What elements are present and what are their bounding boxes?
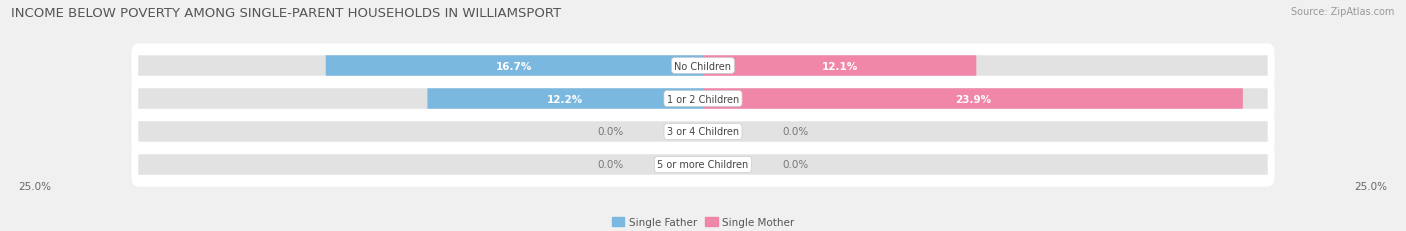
- Text: 12.1%: 12.1%: [821, 61, 858, 71]
- FancyBboxPatch shape: [427, 89, 703, 109]
- FancyBboxPatch shape: [138, 56, 1268, 76]
- Text: INCOME BELOW POVERTY AMONG SINGLE-PARENT HOUSEHOLDS IN WILLIAMSPORT: INCOME BELOW POVERTY AMONG SINGLE-PARENT…: [11, 7, 561, 20]
- FancyBboxPatch shape: [326, 56, 703, 76]
- FancyBboxPatch shape: [138, 122, 1268, 142]
- Legend: Single Father, Single Mother: Single Father, Single Mother: [607, 213, 799, 231]
- Text: 25.0%: 25.0%: [18, 181, 52, 191]
- FancyBboxPatch shape: [138, 155, 1268, 175]
- Text: 16.7%: 16.7%: [496, 61, 533, 71]
- Text: 1 or 2 Children: 1 or 2 Children: [666, 94, 740, 104]
- Text: No Children: No Children: [675, 61, 731, 71]
- FancyBboxPatch shape: [138, 89, 1268, 109]
- FancyBboxPatch shape: [132, 44, 1274, 88]
- Text: Source: ZipAtlas.com: Source: ZipAtlas.com: [1291, 7, 1395, 17]
- FancyBboxPatch shape: [132, 77, 1274, 121]
- Text: 3 or 4 Children: 3 or 4 Children: [666, 127, 740, 137]
- Text: 0.0%: 0.0%: [782, 127, 808, 137]
- Text: 0.0%: 0.0%: [598, 160, 624, 170]
- FancyBboxPatch shape: [132, 143, 1274, 187]
- Text: 23.9%: 23.9%: [955, 94, 991, 104]
- Text: 12.2%: 12.2%: [547, 94, 583, 104]
- Text: 5 or more Children: 5 or more Children: [658, 160, 748, 170]
- Text: 0.0%: 0.0%: [782, 160, 808, 170]
- FancyBboxPatch shape: [132, 110, 1274, 154]
- Text: 25.0%: 25.0%: [1354, 181, 1388, 191]
- Text: 0.0%: 0.0%: [598, 127, 624, 137]
- FancyBboxPatch shape: [703, 89, 1243, 109]
- FancyBboxPatch shape: [703, 56, 976, 76]
